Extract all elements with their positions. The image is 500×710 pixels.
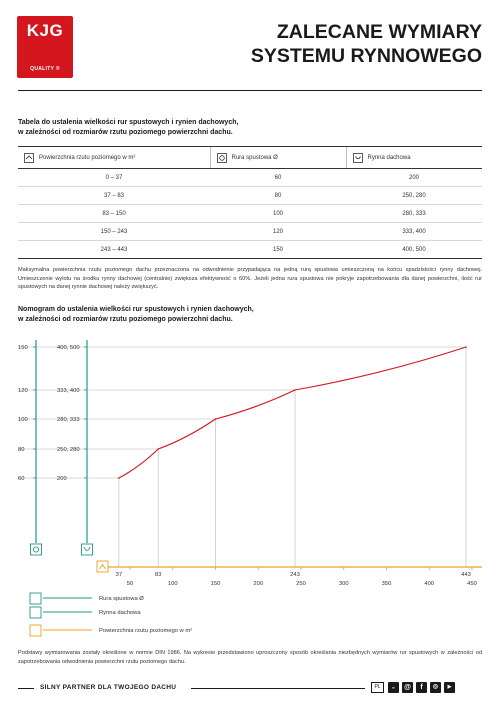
cell-area: 0 – 37 bbox=[18, 168, 210, 187]
table-header-row: Powierzchnia rzutu poziomego w m² Rura s… bbox=[18, 146, 482, 169]
table-heading-line2: w zależności od rozmiarów rzutu poziomeg… bbox=[18, 129, 233, 136]
dimensions-table: Powierzchnia rzutu poziomego w m² Rura s… bbox=[18, 146, 482, 259]
column-header-gutter: Rynna dachowa bbox=[345, 146, 482, 169]
data-point bbox=[157, 448, 160, 450]
youtube-icon[interactable]: ▶ bbox=[444, 682, 455, 693]
gutter-icon bbox=[29, 606, 42, 619]
cell-area: 83 – 150 bbox=[18, 204, 210, 223]
legend-label: Rura spustowa Ø bbox=[99, 596, 144, 602]
circle-pipe-icon-shape bbox=[32, 546, 40, 553]
column-label-pipe: Rura spustowa Ø bbox=[231, 154, 278, 161]
logo-tagline: QUALITY ® bbox=[30, 66, 60, 72]
roof-icon-shape bbox=[99, 563, 106, 570]
gutter-tick-label: 200 bbox=[57, 476, 67, 482]
cell-gutter: 280, 333 bbox=[346, 204, 482, 223]
cell-area: 243 – 443 bbox=[18, 240, 210, 259]
cell-pipe: 120 bbox=[210, 222, 346, 241]
table-heading: Tabela do ustalenia wielkości rur spusto… bbox=[18, 118, 482, 138]
table-row: 243 – 443 150 400, 500 bbox=[18, 240, 482, 259]
instagram-icon[interactable]: ◎ bbox=[430, 682, 441, 693]
cell-pipe: 80 bbox=[210, 186, 346, 205]
data-point bbox=[294, 389, 296, 391]
x-tick-label: 100 bbox=[168, 581, 178, 587]
language-badge[interactable]: PL bbox=[371, 682, 384, 693]
cell-pipe: 100 bbox=[210, 204, 346, 223]
circle-pipe-icon bbox=[30, 543, 42, 556]
cell-area: 37 – 83 bbox=[18, 186, 210, 205]
x-mark-label: 83 bbox=[155, 572, 161, 578]
pipe-tick-label: 60 bbox=[18, 476, 24, 482]
page-title: ZALECANE WYMIARY SYSTEMU RYNNOWEGO bbox=[251, 20, 482, 68]
column-header-area: Powierzchnia rzutu poziomego w m² bbox=[18, 146, 210, 169]
data-point bbox=[214, 418, 217, 420]
nomogram-chart: 150 400, 500 120 333, 400 100 280, 333 80 250, … bbox=[18, 340, 482, 637]
pipe-tick-label: 150 bbox=[18, 345, 28, 351]
gutter-tick-label: 280, 333 bbox=[57, 417, 80, 423]
cell-gutter: 200 bbox=[346, 168, 482, 187]
title-divider bbox=[18, 90, 482, 91]
nomogram-curve bbox=[118, 346, 467, 479]
kjg-logo: KJG QUALITY ® bbox=[17, 16, 73, 78]
footer-rule-right bbox=[191, 688, 365, 689]
x-mark-label: 443 bbox=[461, 572, 471, 578]
x-mark-label: 243 bbox=[290, 572, 300, 578]
x-tick-label: 150 bbox=[211, 581, 221, 587]
nomogram-heading-line1: Nomogram do ustalenia wielkości rur spus… bbox=[18, 306, 254, 313]
gutter-tick-label: 333, 400 bbox=[57, 388, 80, 394]
legend-label: Powierzchnia rzutu poziomego w m² bbox=[99, 628, 192, 634]
cell-area: 150 – 243 bbox=[18, 222, 210, 241]
column-label-gutter: Rynna dachowa bbox=[367, 154, 411, 161]
table-row: 83 – 150 100 280, 333 bbox=[18, 204, 482, 223]
shop-icon[interactable]: ▪▪ bbox=[388, 682, 399, 693]
x-tick-label: 300 bbox=[339, 581, 349, 587]
circle-pipe-icon bbox=[216, 152, 227, 163]
table-row: 150 – 243 120 333, 400 bbox=[18, 222, 482, 241]
cell-pipe: 60 bbox=[210, 168, 346, 187]
pipe-tick-label: 80 bbox=[18, 447, 24, 453]
pipe-tick-label: 100 bbox=[18, 417, 28, 423]
roof-icon bbox=[96, 560, 109, 573]
footer-note: Podstawy wymiarowania zostały określone … bbox=[18, 650, 482, 665]
x-tick-label: 450 bbox=[467, 581, 477, 587]
gutter-icon-shape bbox=[83, 546, 91, 551]
gutter-tick-label: 400, 500 bbox=[57, 345, 80, 351]
table-note: Maksymalna powierzchnia rzutu poziomego … bbox=[18, 267, 482, 291]
table-row: 0 – 37 60 200 bbox=[18, 168, 482, 187]
logo-brand: KJG bbox=[26, 21, 64, 40]
data-point bbox=[118, 477, 120, 479]
data-point bbox=[465, 346, 467, 348]
table-heading-line1: Tabela do ustalenia wielkości rur spusto… bbox=[18, 119, 239, 126]
roof-icon bbox=[29, 624, 42, 637]
gutter-icon bbox=[81, 543, 93, 556]
x-tick-label: 200 bbox=[253, 581, 263, 587]
pipe-tick-label: 120 bbox=[18, 388, 28, 394]
gutter-icon bbox=[352, 152, 363, 163]
page-title-line2: SYSTEMU RYNNOWEGO bbox=[250, 45, 482, 67]
column-label-area: Powierzchnia rzutu poziomego w m² bbox=[39, 154, 136, 161]
nomogram-heading: Nomogram do ustalenia wielkości rur spus… bbox=[18, 305, 482, 325]
gutter-tick-label: 250, 280 bbox=[57, 447, 80, 453]
email-icon[interactable]: @ bbox=[402, 682, 413, 693]
x-tick-label: 250 bbox=[296, 581, 306, 587]
legend-label: Rynna dachowa bbox=[99, 610, 141, 616]
page-title-line1: ZALECANE WYMIARY bbox=[276, 21, 482, 43]
facebook-icon[interactable]: f bbox=[416, 682, 427, 693]
footer-slogan: SILNY PARTNER DLA TWOJEGO DACHU bbox=[40, 684, 177, 691]
roof-icon bbox=[24, 152, 34, 163]
x-tick-label: 50 bbox=[127, 581, 133, 587]
circle-pipe-icon bbox=[29, 592, 42, 605]
cell-gutter: 400, 500 bbox=[346, 240, 482, 259]
table-row: 37 – 83 80 250, 280 bbox=[18, 186, 482, 205]
x-tick-label: 400 bbox=[424, 581, 434, 587]
cell-gutter: 250, 280 bbox=[346, 186, 482, 205]
footer-rule-left bbox=[18, 688, 34, 689]
nomogram-heading-line2: w zależności od rozmiarów rzutu poziomeg… bbox=[18, 316, 233, 323]
x-mark-label: 37 bbox=[116, 572, 122, 578]
cell-pipe: 150 bbox=[210, 240, 346, 259]
cell-gutter: 333, 400 bbox=[346, 222, 482, 241]
column-header-pipe: Rura spustowa Ø bbox=[209, 146, 346, 169]
x-tick-label: 350 bbox=[382, 581, 392, 587]
